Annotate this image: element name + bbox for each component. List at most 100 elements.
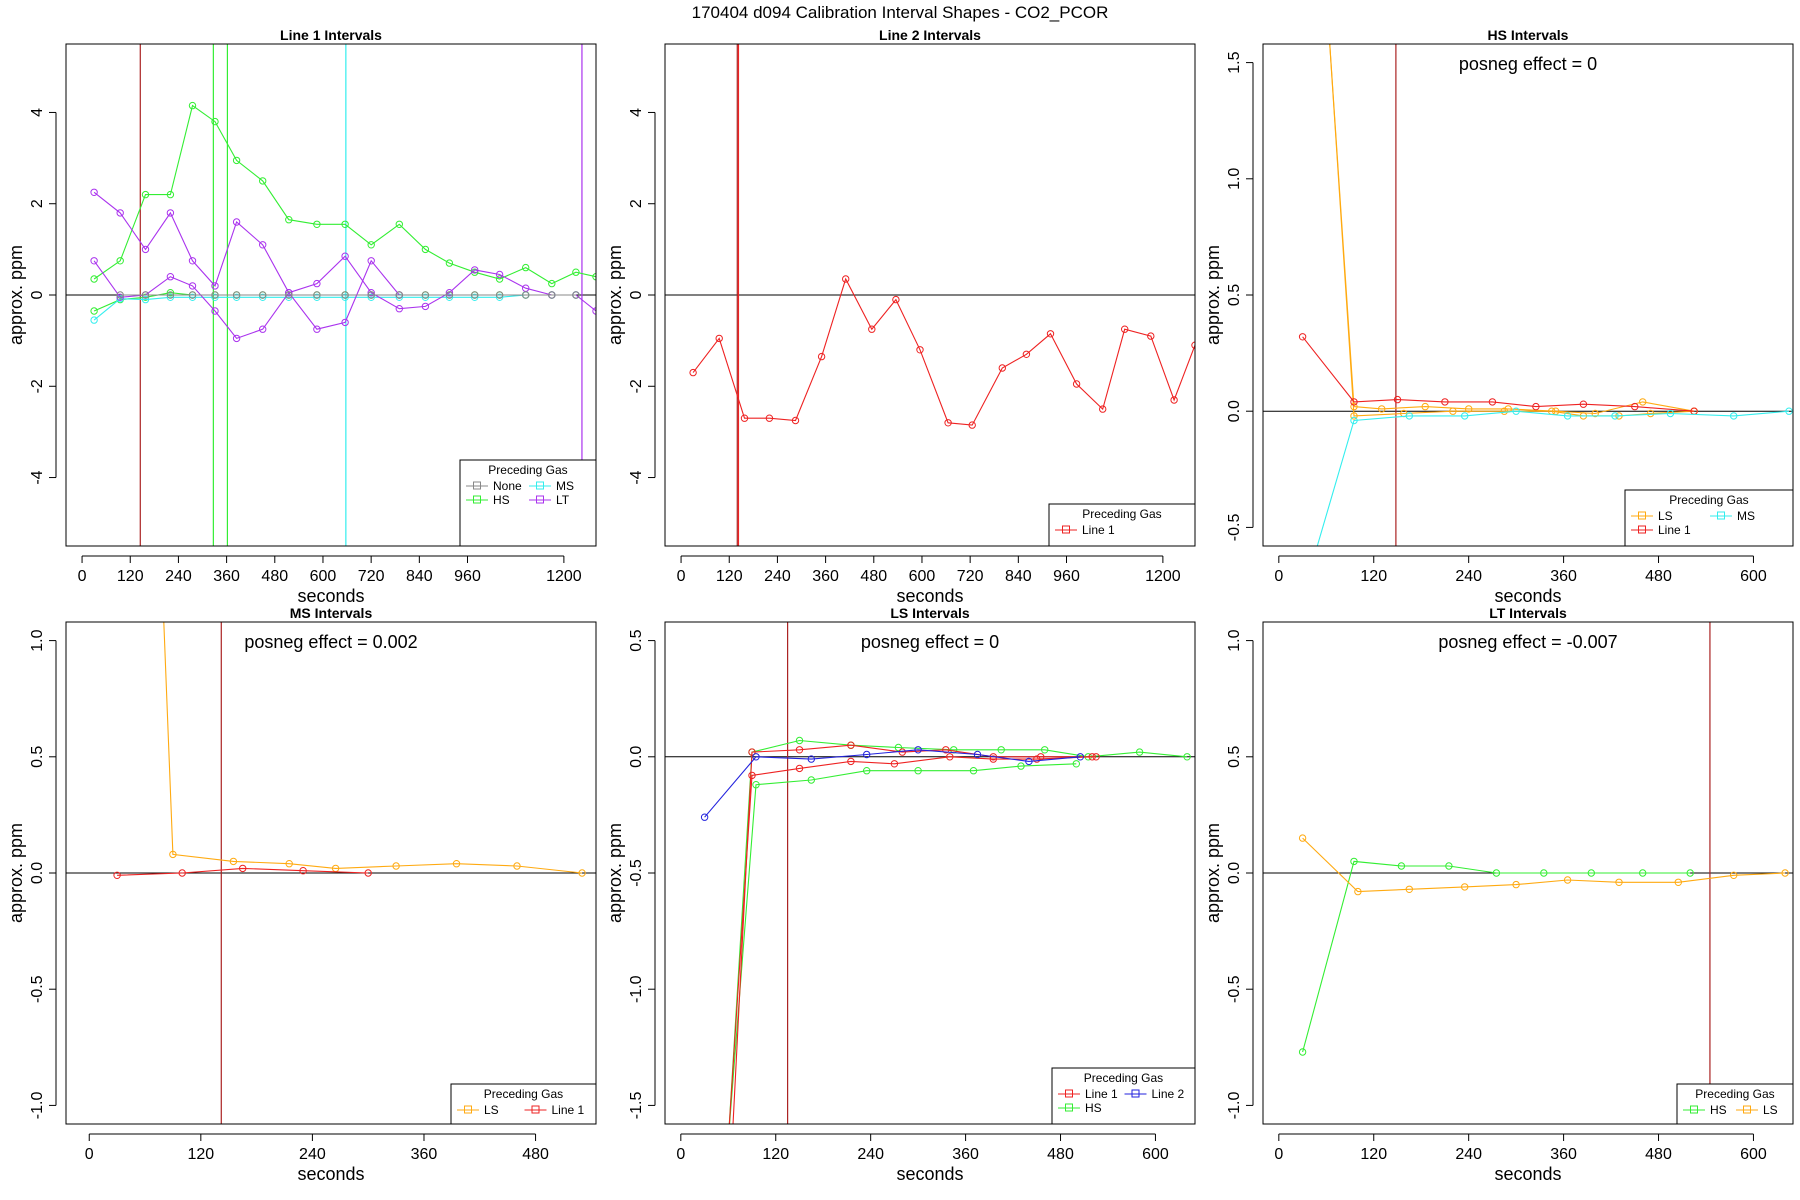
data-point: [1170, 396, 1178, 404]
data-point: [1532, 402, 1540, 411]
y-tick-label: -1.0: [1226, 1092, 1243, 1120]
data-point: [1611, 412, 1619, 420]
x-axis-label: seconds: [297, 586, 364, 606]
data-point: [232, 291, 241, 299]
data-point: [1350, 398, 1358, 406]
data-point: [863, 750, 871, 759]
plot-area: [66, 44, 596, 546]
data-point: [1785, 407, 1793, 415]
y-axis: -1.5 -1.0 -0.5 0.0 0.5 approx. ppm: [605, 629, 656, 1119]
x-tick-label: 840: [406, 568, 433, 585]
data-point: [1350, 416, 1358, 425]
data-point: [159, 568, 165, 574]
series-line-ls: [1329, 44, 1695, 415]
panel-title: HS Intervals: [1488, 27, 1569, 43]
x-tick-label: 360: [952, 1146, 979, 1163]
legend-swatch-marker: [473, 481, 481, 490]
data-point: [1378, 405, 1386, 413]
data-point: [1512, 407, 1520, 415]
data-point: [1591, 409, 1599, 418]
legend-swatch-marker: [1717, 511, 1725, 520]
data-point: [141, 295, 150, 304]
legend-entry: LT: [529, 493, 570, 507]
data-point: [868, 325, 876, 333]
data-point: [1135, 748, 1144, 756]
legend-entry: Line 2: [1124, 1087, 1185, 1101]
data-point: [522, 263, 530, 272]
data-point: [495, 291, 504, 299]
x-tick-label: 120: [117, 568, 144, 585]
data-point: [842, 275, 850, 283]
x-tick-label: 0: [677, 568, 686, 585]
y-axis-label: approx. ppm: [6, 823, 26, 923]
y-axis-label: approx. ppm: [6, 245, 26, 345]
data-point: [169, 850, 177, 859]
data-point: [313, 325, 321, 333]
data-point: [166, 293, 175, 301]
data-point: [90, 316, 98, 324]
data-point: [916, 346, 924, 354]
legend-swatch-marker: [1065, 1089, 1073, 1098]
legend-entry: HS: [466, 493, 510, 507]
x-tick-label: 600: [909, 568, 936, 585]
data-point: [421, 245, 430, 254]
series-line-hs: [93, 104, 596, 285]
data-point: [1033, 755, 1041, 763]
x-tick-label: 240: [1455, 1146, 1482, 1163]
legend: Preceding Gas Line 1: [1048, 503, 1196, 547]
data-point: [1615, 878, 1623, 886]
legend-swatch-marker: [1690, 1105, 1698, 1114]
x-tick-label: 720: [358, 568, 385, 585]
y-tick-label: 0: [628, 290, 645, 299]
data-point: [259, 241, 267, 249]
legend-title: Preceding Gas: [488, 463, 567, 477]
x-tick-label: 840: [1005, 568, 1032, 585]
data-point: [90, 307, 98, 315]
data-point: [1017, 762, 1025, 770]
data-point: [942, 746, 950, 754]
legend-box: [1051, 1067, 1196, 1125]
x-tick-label: 360: [1550, 568, 1577, 585]
series-line-ms: [1316, 410, 1790, 546]
legend-label: LS: [1763, 1103, 1778, 1117]
data-point: [341, 293, 349, 301]
x-tick-label: 960: [454, 568, 481, 585]
data-point: [188, 291, 197, 299]
data-point: [90, 275, 98, 283]
plot-area: [1263, 44, 1793, 546]
x-axis: 0 120 240 360 480 600 seconds: [1274, 555, 1767, 606]
x-tick-label: 600: [1740, 568, 1767, 585]
data-point: [1099, 405, 1107, 413]
legend-title: Preceding Gas: [1695, 1087, 1774, 1101]
legend-label: None: [493, 479, 522, 493]
data-point: [1512, 880, 1520, 889]
data-point: [1461, 883, 1469, 891]
data-point: [748, 771, 756, 780]
data-point: [689, 368, 697, 377]
y-axis: -1.0 -0.5 0.0 0.5 1.0 approx. ppm: [6, 629, 57, 1119]
x-tick-label: 120: [1360, 1146, 1387, 1163]
data-point: [299, 867, 307, 875]
data-point: [341, 252, 349, 260]
data-point: [898, 748, 906, 756]
data-point: [141, 245, 150, 254]
data-point: [341, 318, 349, 327]
data-point: [113, 871, 121, 879]
data-point: [211, 293, 219, 301]
data-point: [572, 268, 580, 276]
x-tick-label: 600: [1740, 1146, 1767, 1163]
y-tick-label: -1.0: [628, 975, 645, 1003]
y-tick-label: -2: [29, 379, 46, 393]
data-point: [807, 755, 815, 763]
data-point: [116, 257, 124, 265]
plot-area: [665, 622, 1195, 1124]
data-point: [997, 746, 1005, 754]
data-point: [1076, 753, 1085, 761]
legend-box: [450, 1083, 597, 1125]
legend-label: HS: [1085, 1101, 1102, 1115]
series-line-ms: [93, 294, 576, 321]
panel-title: Line 2 Intervals: [879, 27, 981, 43]
data-point: [1686, 869, 1694, 877]
data-point: [1405, 885, 1414, 893]
legend-entry: Line 1: [1058, 1087, 1118, 1101]
